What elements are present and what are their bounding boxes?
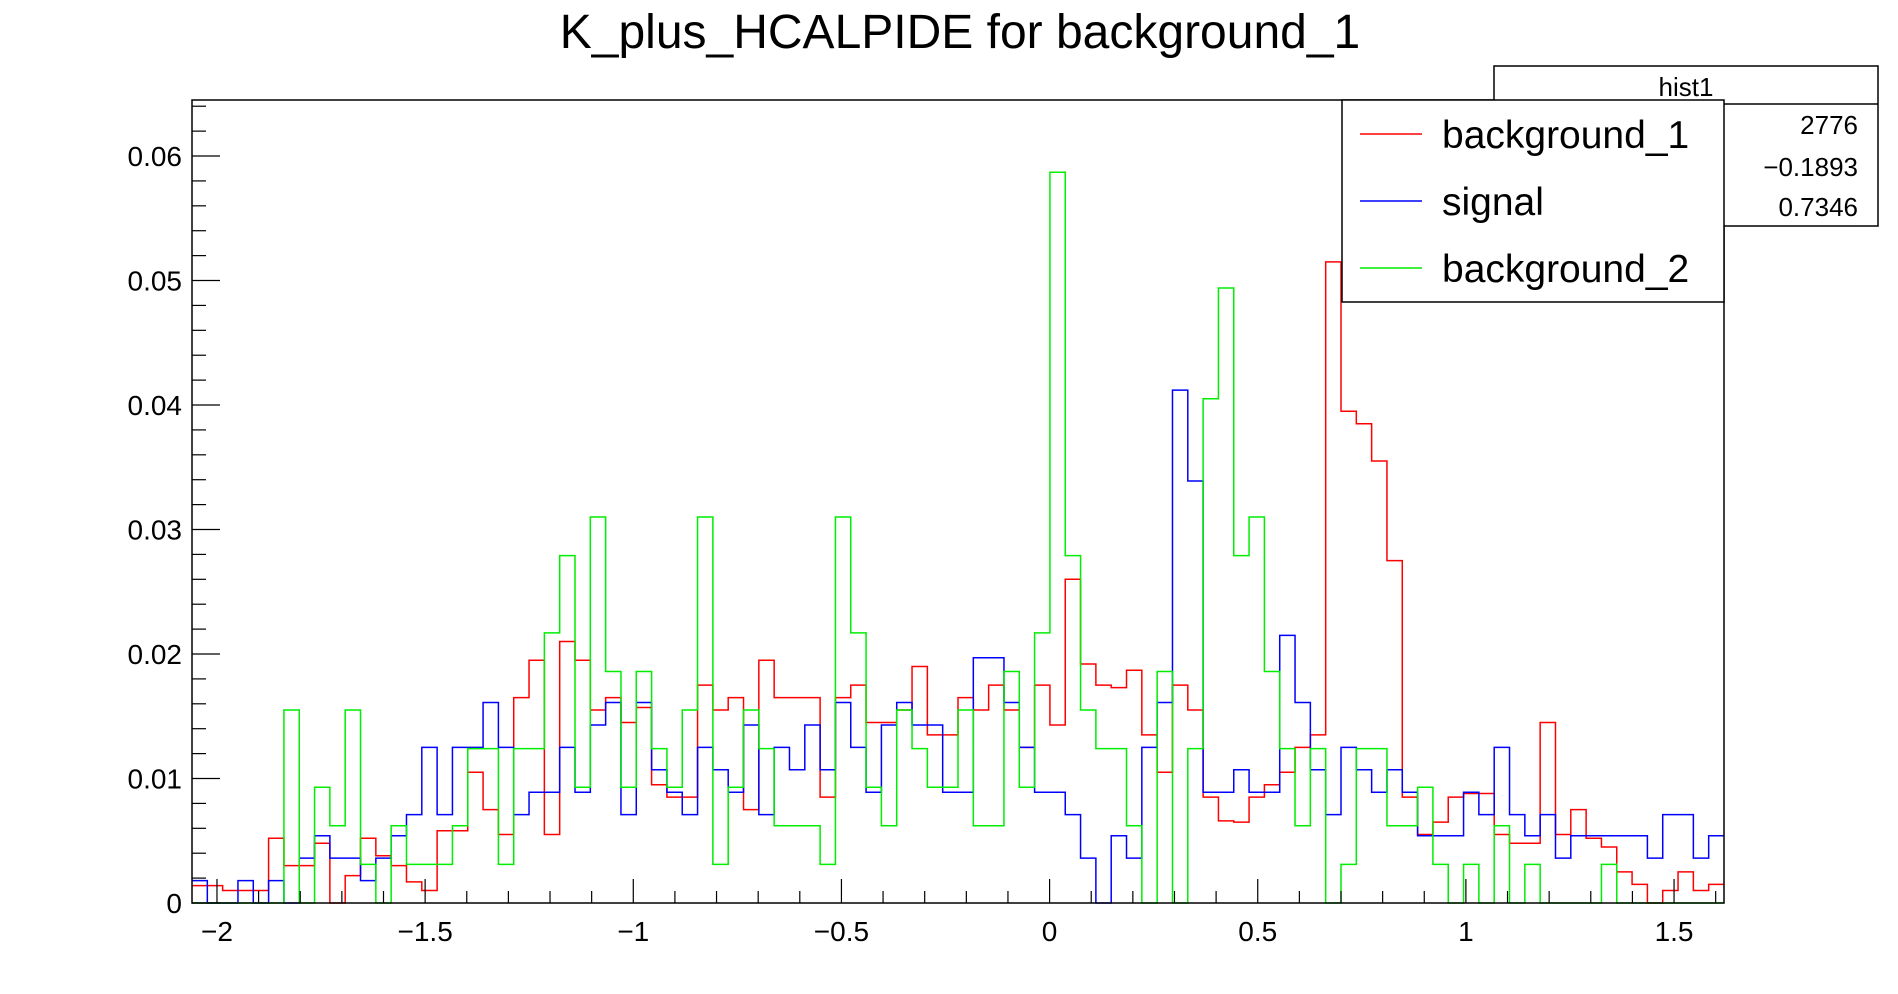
x-tick-label: 0.5 <box>1238 916 1277 947</box>
x-tick-label: −0.5 <box>814 916 869 947</box>
x-tick-label: 1.5 <box>1655 916 1694 947</box>
stats-value-stddev: 0.7346 <box>1778 192 1858 222</box>
legend-entry-background-2: background_2 <box>1360 248 1689 291</box>
y-tick-label: 0.06 <box>128 141 183 172</box>
stats-value-entries: 2776 <box>1800 110 1858 140</box>
chart-title: K_plus_HCALPIDE for background_1 <box>560 6 1360 59</box>
x-tick-label: 1 <box>1458 916 1474 947</box>
y-tick-label: 0.01 <box>128 764 183 795</box>
y-tick-label: 0.02 <box>128 639 183 670</box>
stats-value-mean: −0.1893 <box>1763 152 1858 182</box>
y-tick-label: 0.03 <box>128 515 183 546</box>
stats-box-title: hist1 <box>1659 72 1714 102</box>
histogram-series-layer <box>192 171 1724 904</box>
legend-label-background-1: background_1 <box>1442 114 1689 157</box>
y-axis: 0 0.01 0.02 0.03 0.04 0.05 0.06 <box>128 105 220 919</box>
series-line-background-2 <box>192 171 1724 904</box>
y-tick-label: 0.04 <box>128 390 183 421</box>
y-tick-label: 0 <box>166 888 182 919</box>
legend-label-background-2: background_2 <box>1442 248 1689 291</box>
series-line-signal <box>192 389 1724 904</box>
plot-frame <box>191 99 1725 904</box>
legend-entry-background-1: background_1 <box>1360 114 1689 157</box>
y-tick-label: 0.05 <box>128 266 183 297</box>
x-tick-label: 0 <box>1042 916 1058 947</box>
x-tick-label: −1.5 <box>397 916 452 947</box>
legend: background_1 signal background_2 <box>1341 99 1725 303</box>
x-tick-label: −2 <box>201 916 233 947</box>
legend-label-signal: signal <box>1442 181 1544 224</box>
x-axis: −2 −1.5 −1 −0.5 0 0.5 1 1.5 <box>201 879 1717 947</box>
legend-entry-signal: signal <box>1360 181 1544 224</box>
x-tick-label: −1 <box>617 916 649 947</box>
